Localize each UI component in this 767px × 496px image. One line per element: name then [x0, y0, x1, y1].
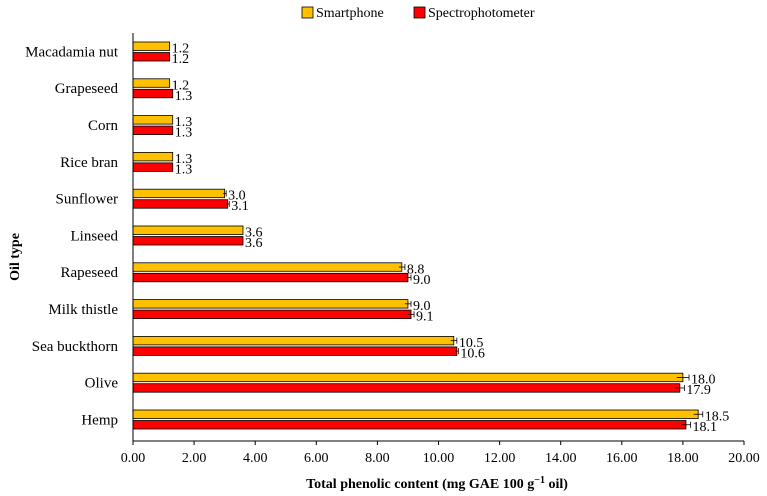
category-label: Grapeseed: [55, 81, 119, 97]
bars: 1.21.21.21.31.31.31.31.33.03.13.63.68.89…: [132, 41, 730, 435]
data-label-smartphone: 9.0: [413, 299, 431, 314]
x-tick-label: 16.00: [606, 451, 638, 466]
category-label: Sea buckthorn: [32, 339, 119, 355]
bar-spectrophotometer: [132, 52, 171, 62]
category-label: Hemp: [81, 412, 118, 428]
bar-smartphone: [132, 262, 403, 272]
legend-swatch-smartphone: [301, 6, 314, 19]
bar-smartphone: [132, 225, 244, 235]
data-label-spectrophotometer: 1.3: [175, 89, 193, 104]
x-tick-label: 12.00: [484, 451, 516, 466]
data-label-smartphone: 1.3: [175, 115, 193, 130]
data-label-spectrophotometer: 1.3: [175, 126, 193, 141]
bar-smartphone: [132, 335, 455, 346]
category-label: Corn: [88, 118, 119, 134]
data-label-spectrophotometer: 9.0: [413, 273, 431, 288]
x-tick-label: 4.00: [243, 451, 268, 466]
x-tick-label: 2.00: [182, 451, 207, 466]
data-label-smartphone: 18.5: [705, 410, 730, 425]
x-tick-label: 18.00: [667, 451, 699, 466]
data-label-smartphone: 1.3: [175, 152, 193, 167]
bar-smartphone: [132, 115, 174, 125]
data-label-smartphone: 3.6: [245, 226, 262, 241]
legend-swatch-spectrophotometer: [413, 6, 426, 19]
x-tick-label: 6.00: [304, 451, 329, 466]
category-label: Milk thistle: [48, 302, 118, 318]
data-label-smartphone: 1.2: [172, 78, 190, 93]
bar-smartphone: [132, 372, 684, 383]
data-label-spectrophotometer: 1.2: [172, 52, 190, 67]
x-tick-label: 14.00: [545, 451, 577, 466]
bar-smartphone: [132, 151, 174, 162]
data-label-spectrophotometer: 3.6: [245, 236, 262, 251]
category-label: Sunflower: [56, 192, 119, 208]
x-tick-label: 8.00: [365, 451, 390, 466]
bar-spectrophotometer: [132, 236, 244, 246]
bar-spectrophotometer: [132, 199, 229, 209]
bar-smartphone: [132, 78, 171, 88]
data-label-spectrophotometer: 3.1: [231, 199, 249, 214]
data-label-spectrophotometer: 18.1: [693, 420, 718, 435]
y-axis-title: Oil type: [8, 233, 23, 281]
x-tick-label: 20.00: [728, 451, 760, 466]
category-label: Olive: [85, 376, 119, 392]
bar-smartphone: [132, 299, 409, 309]
bar-spectrophotometer: [132, 88, 174, 99]
legend: Smartphone Spectrophotometer: [301, 6, 535, 21]
bar-spectrophotometer: [132, 162, 174, 172]
x-axis: [132, 33, 745, 445]
bar-spectrophotometer: [132, 383, 681, 393]
legend-label-spectrophotometer: Spectrophotometer: [428, 6, 535, 21]
data-label-smartphone: 10.5: [459, 336, 484, 351]
data-label-spectrophotometer: 1.3: [175, 162, 193, 177]
x-tick-label: 10.00: [423, 451, 455, 466]
category-label: Linseed: [71, 228, 119, 244]
bar-smartphone: [132, 409, 699, 419]
category-label: Macadamia nut: [25, 44, 119, 60]
bar-smartphone: [132, 41, 171, 51]
category-labels: Macadamia nut Grapeseed Corn Rice bran Sunfl…: [25, 44, 119, 428]
legend-label-smartphone: Smartphone: [316, 6, 384, 21]
data-label-smartphone: 3.0: [228, 189, 246, 204]
bar-spectrophotometer: [132, 309, 412, 320]
bar-smartphone: [132, 188, 226, 199]
data-label-smartphone: 1.2: [172, 42, 190, 57]
data-label-spectrophotometer: 10.6: [460, 346, 485, 361]
x-tick-labels: 0.00 2.00 4.00 6.00 8.00 10.00 12.00 14.00 16.00…: [121, 451, 760, 466]
data-label-spectrophotometer: 17.9: [686, 383, 711, 398]
bar-spectrophotometer: [132, 346, 458, 356]
data-label-smartphone: 18.0: [691, 373, 716, 388]
bar-spectrophotometer: [132, 420, 687, 430]
data-label-smartphone: 8.8: [407, 262, 425, 277]
x-tick-label: 0.00: [121, 451, 146, 466]
bar-spectrophotometer: [132, 125, 174, 135]
bar-spectrophotometer: [132, 272, 409, 283]
category-label: Rice bran: [60, 155, 118, 171]
x-axis-title: Total phenolic content (mg GAE 100 g−1 o…: [306, 475, 568, 492]
category-label: Rapeseed: [61, 265, 119, 281]
data-label-spectrophotometer: 9.1: [416, 310, 434, 325]
